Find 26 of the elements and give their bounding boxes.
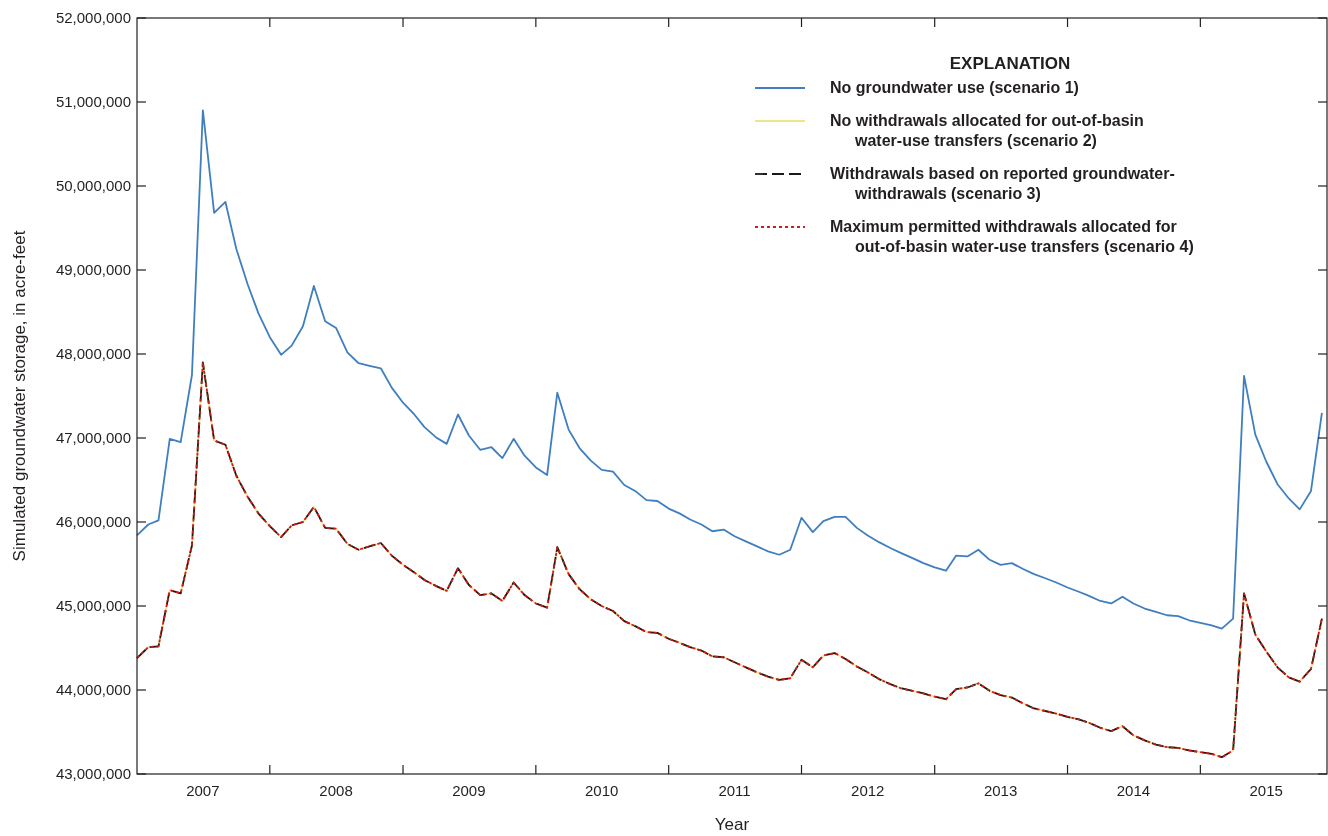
- x-tick-label: 2013: [983, 782, 1018, 799]
- x-axis-title: Year: [714, 815, 750, 834]
- y-tick-label: 44,000,000: [55, 681, 131, 698]
- legend-label: No withdrawals allocated for out-of-basin water-use transfers (scenario 2): [830, 112, 1144, 149]
- y-tick-label: 50,000,000: [55, 177, 131, 194]
- legend-title: EXPLANATION: [949, 54, 1071, 73]
- y-tick-label: 52,000,000: [55, 9, 131, 26]
- x-tick-label: 2008: [319, 782, 353, 799]
- legend-label: Withdrawals based on reported groundwater-withdrawals (scenario 3): [830, 165, 1175, 202]
- legend-label: Maximum permitted withdrawals allocated for out-of-basin water-use transfers (scenario 4): [830, 218, 1194, 255]
- x-tick-label: 2010: [585, 782, 619, 799]
- x-tick-label: 2014: [1116, 782, 1151, 799]
- x-tick-label: 2011: [718, 782, 751, 799]
- y-tick-label: 46,000,000: [55, 513, 131, 530]
- y-tick-label: 51,000,000: [55, 93, 131, 110]
- x-tick-label: 2012: [851, 782, 885, 799]
- x-tick-label: 2015: [1249, 782, 1283, 799]
- x-tick-label: 2007: [186, 782, 220, 799]
- y-axis-title: Simulated groundwater storage, in acre-feet: [10, 230, 29, 562]
- y-tick-label: 49,000,000: [55, 261, 131, 278]
- legend-label: No groundwater use (scenario 1): [830, 79, 1079, 96]
- y-tick-label: 45,000,000: [55, 597, 131, 614]
- y-tick-label: 48,000,000: [55, 345, 131, 362]
- y-tick-label: 43,000,000: [55, 765, 131, 782]
- y-tick-label: 47,000,000: [55, 429, 131, 446]
- x-tick-label: 2009: [452, 782, 486, 799]
